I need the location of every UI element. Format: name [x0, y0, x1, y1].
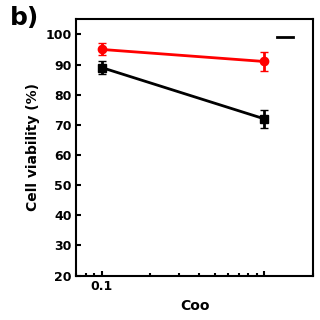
Y-axis label: Cell viability (%): Cell viability (%)	[26, 84, 40, 212]
X-axis label: Coo: Coo	[180, 299, 210, 313]
Text: b): b)	[10, 6, 39, 30]
